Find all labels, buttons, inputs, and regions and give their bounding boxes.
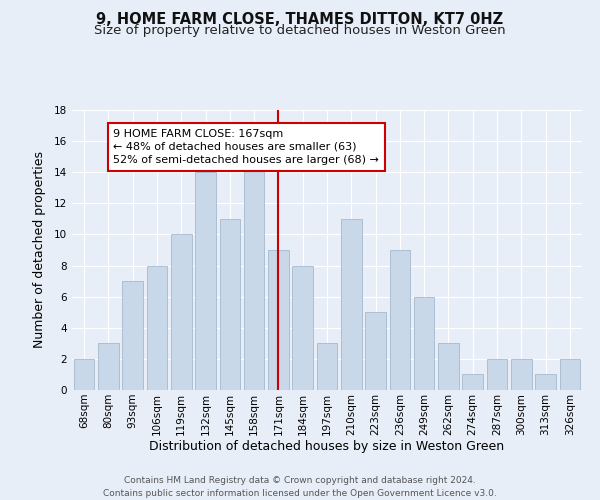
Bar [146, 266, 167, 390]
Bar [268, 250, 289, 390]
Bar [244, 156, 265, 390]
Bar [317, 344, 337, 390]
Bar [292, 266, 313, 390]
Bar [487, 359, 508, 390]
Bar [463, 374, 483, 390]
Bar [438, 344, 459, 390]
Bar [195, 172, 216, 390]
Text: Size of property relative to detached houses in Weston Green: Size of property relative to detached ho… [94, 24, 506, 37]
Bar [171, 234, 191, 390]
Bar [341, 219, 362, 390]
X-axis label: Distribution of detached houses by size in Weston Green: Distribution of detached houses by size … [149, 440, 505, 454]
Bar [365, 312, 386, 390]
Bar [122, 281, 143, 390]
Text: Contains HM Land Registry data © Crown copyright and database right 2024.
Contai: Contains HM Land Registry data © Crown c… [103, 476, 497, 498]
Bar [98, 344, 119, 390]
Bar [560, 359, 580, 390]
Y-axis label: Number of detached properties: Number of detached properties [32, 152, 46, 348]
Bar [220, 219, 240, 390]
Bar [74, 359, 94, 390]
Text: 9 HOME FARM CLOSE: 167sqm
← 48% of detached houses are smaller (63)
52% of semi-: 9 HOME FARM CLOSE: 167sqm ← 48% of detac… [113, 128, 379, 165]
Bar [535, 374, 556, 390]
Bar [511, 359, 532, 390]
Bar [414, 296, 434, 390]
Bar [389, 250, 410, 390]
Text: 9, HOME FARM CLOSE, THAMES DITTON, KT7 0HZ: 9, HOME FARM CLOSE, THAMES DITTON, KT7 0… [97, 12, 503, 28]
